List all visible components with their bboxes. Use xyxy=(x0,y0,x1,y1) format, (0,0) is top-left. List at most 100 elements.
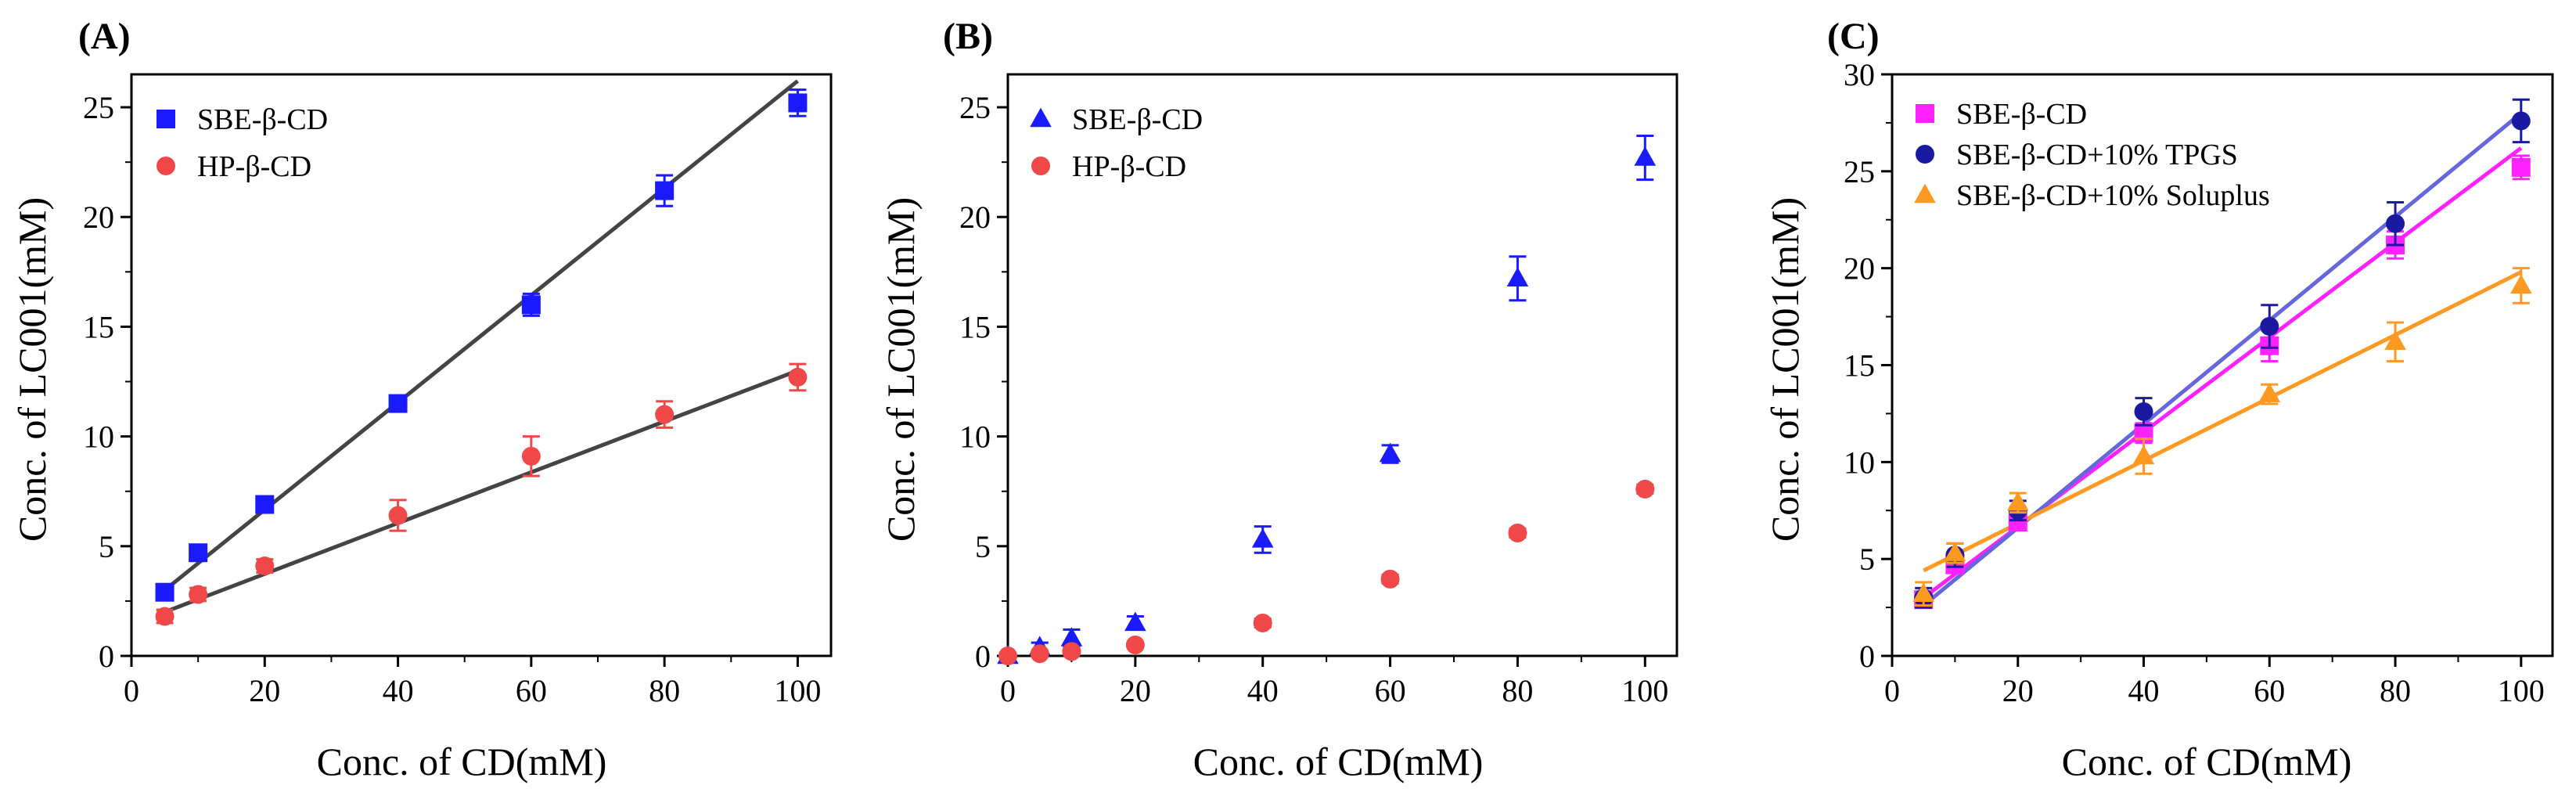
panel-c-series-2-point xyxy=(1944,542,1966,561)
panel-c-series-2-point xyxy=(1912,582,1934,602)
panel-c-legend-marker-1 xyxy=(1916,145,1934,164)
panel-a-x-tick-label: 40 xyxy=(383,673,414,708)
panel-b-y-tick-label: 0 xyxy=(975,639,991,674)
panel-c-legend-label-1: SBE-β-CD+10% TPGS xyxy=(1956,139,2238,171)
panel-c-y-tick-label: 5 xyxy=(1859,542,1875,577)
panel-c-x-tick-label: 80 xyxy=(2380,673,2411,708)
panel-c-x-tick-label: 100 xyxy=(2498,673,2545,708)
panel-c-y-tick-label: 0 xyxy=(1859,639,1875,674)
panel-c-x-tick-label: 40 xyxy=(2128,673,2160,708)
panel-a-series-0-point xyxy=(189,543,208,563)
panel-a-plot: 0 20 40 60 80 100 0 5 10 15 20 25 SBE-β-CD HP-β-CD xyxy=(83,73,833,708)
panel-b-x-tick-label: 60 xyxy=(1375,673,1406,708)
panel-b-series-1-point xyxy=(1635,479,1655,499)
panel-a-series-1-point xyxy=(155,607,174,626)
panel-a-series-1-point xyxy=(255,556,275,576)
panel-b-series-0-point xyxy=(1506,267,1529,286)
panel-b-legend-label-1: HP-β-CD xyxy=(1072,150,1186,183)
panel-c-series-2-point xyxy=(2510,274,2532,294)
panel-c-series-2-point xyxy=(2384,330,2406,350)
panel-a-series-1-point xyxy=(788,367,808,387)
panel-c-legend-label-0: SBE-β-CD xyxy=(1956,98,2087,131)
panel-b-x-tick-label: 40 xyxy=(1247,673,1279,708)
panel-a-legend-label-1: HP-β-CD xyxy=(197,150,311,183)
panel-a-y-tick-label: 20 xyxy=(83,200,114,235)
panel-b-x-tick-label: 20 xyxy=(1120,673,1151,708)
panel-b-x-tick-label: 0 xyxy=(1000,673,1016,708)
panel-c-series-1-point xyxy=(2511,111,2531,131)
panel-b-series-0-point xyxy=(1060,627,1083,647)
panel-label-a: (A) xyxy=(78,16,131,57)
panel-a-series-0-point xyxy=(155,582,174,602)
panel-b-legend-marker-1 xyxy=(1031,157,1050,175)
panel-a-y-tick-label: 0 xyxy=(99,639,114,674)
panel-a-series-0-point xyxy=(255,495,275,514)
panel-b-series-0-point xyxy=(1251,528,1274,548)
panel-c-series-0-point xyxy=(2511,157,2531,177)
panel-c-x-tick-label: 60 xyxy=(2254,673,2285,708)
panel-c-series-2-point xyxy=(2258,383,2281,402)
panel-b-x-tick-label: 80 xyxy=(1502,673,1533,708)
panel-b-y-tick-label: 10 xyxy=(959,420,991,455)
panel-b-y-tick-label: 20 xyxy=(959,200,991,235)
panel-a-y-tick-label: 10 xyxy=(83,420,114,455)
panel-b-x-axis-title: Conc. of CD(mM) xyxy=(1193,740,1484,783)
panel-a-y-tick-label: 5 xyxy=(99,529,114,564)
panel-b-y-tick-label: 15 xyxy=(959,309,991,344)
panel-a-series-1-point xyxy=(189,585,208,604)
panel-c-series-2-point xyxy=(2132,445,2155,465)
panel-a-x-tick-label: 80 xyxy=(649,673,680,708)
panel-b-legend-marker-0 xyxy=(1030,107,1052,128)
panel-b-series-1-point xyxy=(1030,644,1049,664)
panel-b-series-0-point xyxy=(1379,442,1401,463)
panel-c: (C) Conc. of CD(mM) Conc. of LC001(mM) xyxy=(1763,16,2351,783)
panel-b-y-tick-label: 25 xyxy=(959,90,991,125)
panel-c-y-tick-label: 30 xyxy=(1844,57,1875,92)
panel-a-series-1-point xyxy=(388,506,408,525)
panel-a-series-0-point xyxy=(388,394,408,413)
panel-c-x-tick-label: 0 xyxy=(1884,673,1900,708)
panel-a-x-tick-label: 0 xyxy=(124,673,139,708)
panel-label-c: (C) xyxy=(1827,16,1880,57)
panel-a-series-0-point xyxy=(788,93,808,113)
panel-b-series-1-point xyxy=(998,647,1017,665)
panel-c-series-1-point xyxy=(2386,214,2405,233)
panel-b-x-tick-label: 100 xyxy=(1621,673,1668,708)
panel-a-frame xyxy=(130,73,833,657)
panel-c-legend-marker-0 xyxy=(1916,104,1934,123)
panel-b-series-1-point xyxy=(1125,635,1145,654)
panel-a-series-1-point xyxy=(655,405,675,424)
panel-a-legend-marker-1 xyxy=(157,157,175,175)
panel-b-legend-label-0: SBE-β-CD xyxy=(1072,103,1203,136)
panel-a-x-tick-label: 20 xyxy=(249,673,280,708)
panel-b-series-1-point xyxy=(1380,569,1400,589)
panel-b-plot: 0 20 40 60 80 100 0 5 10 15 20 25 SBE-β-CD HP-β-CD xyxy=(959,73,1678,708)
panel-a-series-0-point xyxy=(655,181,675,200)
panel-c-x-tick-label: 20 xyxy=(2002,673,2034,708)
panel-b: (B) Conc. of CD(mM) Conc. of LC001(mM) xyxy=(879,16,1483,783)
panel-a-legend-marker-0 xyxy=(157,110,175,128)
panel-c-x-axis-title: Conc. of CD(mM) xyxy=(2062,740,2352,783)
panel-c-y-tick-label: 25 xyxy=(1844,154,1875,189)
panel-c-series-1-point xyxy=(2260,316,2279,336)
panel-b-y-tick-label: 5 xyxy=(975,529,991,564)
panel-a-series-1-point xyxy=(521,446,541,466)
panel-b-series-1-point xyxy=(1253,613,1272,632)
panel-c-legend-marker-2 xyxy=(1914,183,1936,204)
panel-c-series-1-point xyxy=(2134,402,2153,421)
panel-a-y-axis-title: Conc. of LC001(mM) xyxy=(10,197,54,542)
panel-b-series-1-point xyxy=(1508,523,1527,542)
panel-b-series-0-point xyxy=(1124,611,1146,632)
panel-a-y-tick-label: 25 xyxy=(83,90,114,125)
panel-b-frame xyxy=(1006,73,1678,657)
panel-c-y-tick-label: 20 xyxy=(1844,251,1875,286)
panel-a: (A) Conc. of CD(mM) Conc. of LC001(mM) xyxy=(10,16,606,783)
panel-a-x-tick-label: 100 xyxy=(774,673,821,708)
panel-c-y-tick-label: 15 xyxy=(1844,348,1875,384)
panel-a-x-axis-title: Conc. of CD(mM) xyxy=(317,740,607,783)
panel-c-plot: 0 20 40 60 80 100 0 5 10 15 20 25 30 SBE-β-CD SBE-β-CD… xyxy=(1844,57,2554,708)
panel-a-series-0-point xyxy=(521,295,541,315)
panel-c-legend-label-2: SBE-β-CD+10% Soluplus xyxy=(1956,179,2270,212)
panel-a-y-tick-label: 15 xyxy=(83,309,114,344)
